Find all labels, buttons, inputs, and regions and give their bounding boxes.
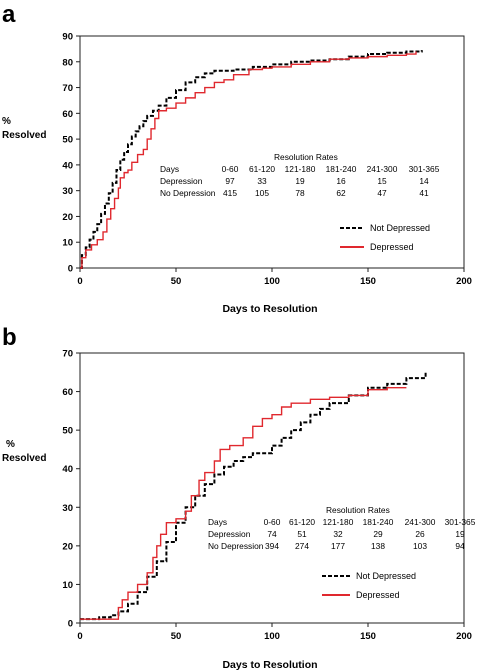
y-tick-label-b-3: 30: [62, 503, 73, 514]
x-tick-label-a-1: 50: [171, 276, 182, 287]
y-tick-label-b-7: 70: [62, 349, 73, 360]
rates-header-a-0: Days: [160, 164, 179, 174]
y-axis-label-b-line2: Resolved: [2, 453, 46, 464]
rates-header-b-5: 241-300: [405, 517, 436, 527]
legend-label-b-depressed: Depressed: [356, 590, 400, 600]
rates-cell-a-0-3: 19: [295, 176, 305, 186]
rates-cell-b-0-1: 74: [267, 529, 277, 539]
y-tick-label-a-8: 80: [62, 57, 73, 68]
y-tick-label-b-0: 0: [68, 619, 73, 630]
legend-label-a-not-depressed: Not Depressed: [370, 223, 430, 233]
rates-table-title-b: Resolution Rates: [326, 505, 390, 515]
rates-cell-b-1-4: 138: [371, 541, 385, 551]
x-tick-label-b-1: 50: [171, 631, 182, 642]
rates-header-a-1: 0-60: [222, 164, 239, 174]
x-tick-label-a-2: 100: [264, 276, 280, 287]
y-tick-label-a-3: 30: [62, 186, 73, 197]
y-tick-label-a-7: 70: [62, 83, 73, 94]
y-tick-label-a-5: 50: [62, 135, 73, 146]
rates-cell-b-0-0: Depression: [208, 529, 251, 539]
rates-header-b-1: 0-60: [264, 517, 281, 527]
rates-cell-b-1-2: 274: [295, 541, 309, 551]
rates-cell-a-1-2: 105: [255, 188, 269, 198]
rates-cell-a-0-4: 16: [336, 176, 346, 186]
plot-frame-b: [79, 352, 465, 624]
series-line-a-not-depressed: [80, 50, 423, 269]
rates-cell-a-0-1: 97: [225, 176, 235, 186]
x-tick-label-b-4: 200: [456, 631, 472, 642]
rates-header-a-5: 241-300: [367, 164, 398, 174]
rates-header-b-6: 301-365: [445, 517, 476, 527]
rates-header-a-6: 301-365: [409, 164, 440, 174]
y-tick-label-b-2: 20: [62, 541, 73, 552]
rates-cell-a-1-1: 415: [223, 188, 237, 198]
rates-cell-a-0-2: 33: [257, 176, 267, 186]
chart-panel-a: % Resolved Days to Resolution 0 10 20 30 40 5…: [2, 32, 472, 316]
rates-cell-b-0-5: 26: [415, 529, 425, 539]
rates-header-b-4: 181-240: [363, 517, 394, 527]
y-tick-label-b-6: 60: [62, 387, 73, 398]
y-tick-label-a-9: 90: [62, 32, 73, 43]
x-tick-label-a-3: 150: [360, 276, 376, 287]
x-tick-label-b-3: 150: [360, 631, 376, 642]
y-axis-label-a-line1: %: [2, 116, 11, 127]
rates-cell-a-1-5: 47: [377, 188, 387, 198]
rates-cell-b-0-4: 29: [373, 529, 383, 539]
rates-cell-a-1-3: 78: [295, 188, 305, 198]
rates-cell-b-1-1: 394: [265, 541, 279, 551]
rates-cell-b-1-5: 103: [413, 541, 427, 551]
x-tick-label-a-0: 0: [77, 276, 82, 287]
y-tick-label-b-5: 50: [62, 426, 73, 437]
y-tick-label-a-2: 20: [62, 212, 73, 223]
rates-cell-a-0-6: 14: [419, 176, 429, 186]
series-line-b-not-depressed: [80, 372, 427, 621]
x-axis-title-b: Days to Resolution: [222, 659, 317, 671]
rates-header-b-2: 61-120: [289, 517, 315, 527]
rates-cell-b-1-6: 94: [455, 541, 465, 551]
y-tick-label-a-4: 40: [62, 160, 73, 171]
x-tick-label-b-2: 100: [264, 631, 280, 642]
panel-a-letter: a: [2, 1, 16, 28]
y-tick-label-b-1: 10: [62, 580, 73, 591]
series-line-a-depressed: [80, 51, 417, 269]
series-line-b-depressed: [80, 387, 407, 620]
panel-b-letter: b: [2, 324, 17, 351]
rates-cell-b-0-3: 32: [333, 529, 343, 539]
rates-table-title-a: Resolution Rates: [274, 152, 338, 162]
rates-cell-b-0-2: 51: [297, 529, 307, 539]
y-tick-label-b-4: 40: [62, 464, 73, 475]
y-axis-label-b-line1: %: [6, 439, 15, 450]
legend-label-b-not-depressed: Not Depressed: [356, 571, 416, 581]
rates-header-a-3: 121-180: [285, 164, 316, 174]
y-tick-label-a-1: 10: [62, 238, 73, 249]
x-tick-label-a-4: 200: [456, 276, 472, 287]
rates-header-a-4: 181-240: [326, 164, 357, 174]
rates-cell-b-1-3: 177: [331, 541, 345, 551]
rates-header-b-3: 121-180: [323, 517, 354, 527]
rates-cell-b-0-6: 19: [455, 529, 465, 539]
rates-header-a-2: 61-120: [249, 164, 275, 174]
rates-header-b-0: Days: [208, 517, 227, 527]
rates-cell-b-1-0: No Depression: [208, 541, 264, 551]
rates-cell-a-1-4: 62: [336, 188, 346, 198]
x-tick-label-b-0: 0: [77, 631, 82, 642]
rates-cell-a-0-0: Depression: [160, 176, 203, 186]
y-axis-label-a-line2: Resolved: [2, 130, 46, 141]
x-axis-title-a: Days to Resolution: [222, 303, 317, 315]
legend-label-a-depressed: Depressed: [370, 242, 414, 252]
rates-cell-a-1-6: 41: [419, 188, 429, 198]
y-tick-label-a-6: 60: [62, 109, 73, 120]
chart-panel-b: % Resolved Days to Resolution 0 10 20 30 40 5…: [2, 349, 476, 672]
plot-frame-a: [79, 35, 465, 269]
rates-cell-a-1-0: No Depression: [160, 188, 216, 198]
rates-cell-a-0-5: 15: [377, 176, 387, 186]
y-tick-label-a-0: 0: [68, 264, 73, 275]
